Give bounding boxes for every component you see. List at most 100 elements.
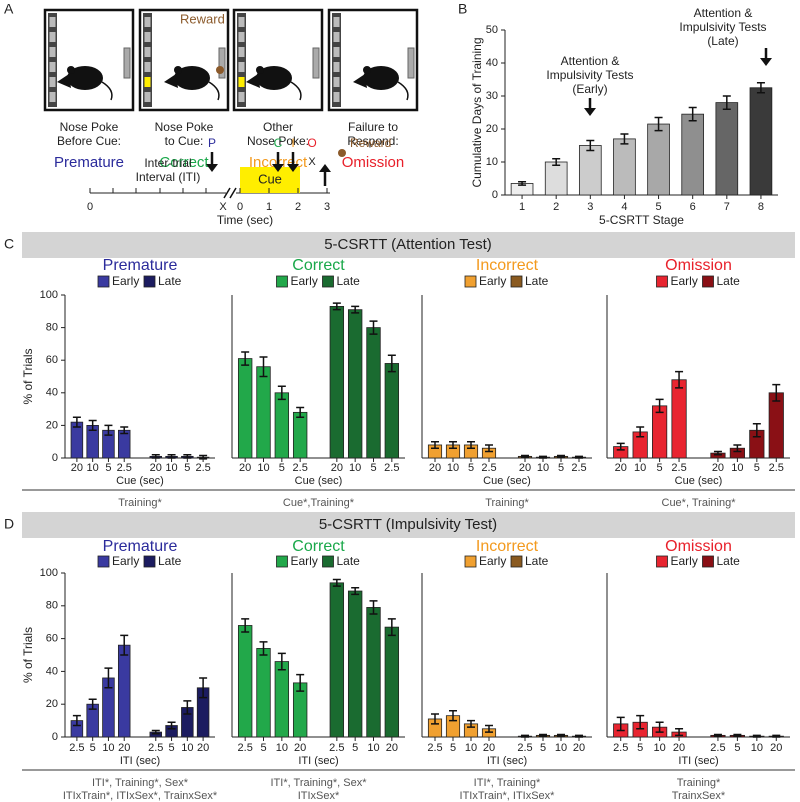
event-marker: P [208,136,216,150]
nose-poke-hole [49,77,56,87]
error-bar [199,677,208,699]
arrow-head [584,108,596,116]
chamber [327,8,419,112]
legend-swatch [322,555,334,568]
legend-label: Late [158,554,182,568]
hole-wall [332,13,341,107]
error-bar [713,733,722,737]
annotation: (Early) [572,82,607,96]
mouse-head [353,74,367,88]
mouse-body [67,66,103,90]
arrow-head [206,164,218,172]
error-bar [120,426,129,435]
section-banner [22,512,795,538]
nose-poke-hole [238,77,245,87]
error-bar [616,442,625,451]
y-tick-label: 60 [46,633,58,645]
box-caption: to Cue: [165,134,204,148]
annotation: (Late) [707,34,738,48]
legend-swatch [276,275,288,288]
bar [117,644,131,738]
x-tick-label: 2.5 [117,462,132,474]
error-bar [449,440,457,449]
hole-wall [143,13,152,107]
section-title: 5-CSRTT (Impulsivity Test) [319,516,497,533]
x-tick-label: 1 [519,201,525,213]
outcome-label: Omission [342,154,405,171]
legend-swatch [510,275,523,288]
nose-poke-hole [333,17,340,27]
x-tick-label: 2.5 [238,742,253,754]
cue-label: Cue [258,171,282,186]
chart-title: Incorrect [476,538,539,555]
box-caption: Respond: [347,134,398,148]
x-tick-label: 2.5 [517,742,532,754]
x-tick-label: 20 [331,462,343,474]
x-tick-label: 2.5 [293,462,308,474]
y-tick-label: 100 [40,567,58,579]
mouse-tail [290,81,302,101]
error-bar [722,95,731,110]
x-tick-label: 10 [634,462,646,474]
mouse-body [174,66,210,90]
legend-swatch [656,555,668,568]
y-tick-label: 80 [46,600,58,612]
event-marker: O [307,136,316,150]
chart-title: Incorrect [476,257,539,274]
x-axis-label: ITI (sec) [120,755,160,767]
bar [237,358,253,459]
mouse-head [164,74,178,88]
stats-label: ITIxTrain*, ITIxSex*, TrainxSex* [63,790,218,802]
x-tick-label: 5 [468,462,474,474]
y-tick-label: 100 [40,289,58,301]
cue-period [240,167,300,193]
chart-title: Correct [292,257,345,274]
chamber [43,8,135,112]
legend-swatch [143,275,156,288]
bar [681,113,705,196]
error-bar [104,424,113,436]
x-tick-label: 6 [690,201,696,213]
y-tick-label: 20 [46,698,58,710]
error-bar [616,716,625,732]
error-bar [654,116,663,132]
bar [578,145,602,196]
x-tick-label: 5 [558,462,564,474]
legend-label: Early [671,554,698,568]
x-tick-label: 10 [731,462,743,474]
x-tick-label: 5 [184,462,190,474]
stats-label: Cue*,Training* [283,497,355,509]
x-tick-label: 5 [754,462,760,474]
x-tick-label: 20 [673,742,685,754]
x-tick-label: 3 [587,201,593,213]
x-tick-label: 4 [621,201,627,213]
nose-poke-hole [144,32,151,42]
y-tick-label: 30 [486,90,498,102]
legend-label: Early [291,554,318,568]
nose-poke-hole [333,77,340,87]
x-tick-label: 10 [276,742,288,754]
bar [274,661,290,738]
error-bar [521,454,529,458]
nose-poke-hole [144,47,151,57]
nose-poke-hole [238,32,245,42]
nose-poke-hole [333,92,340,102]
bar [347,590,363,738]
x-tick-label: 10 [751,742,763,754]
error-bar [241,351,250,366]
error-bar [332,578,341,587]
legend-label: Late [717,274,741,288]
x-tick-label: 20 [118,742,130,754]
chamber [232,8,324,112]
event-marker: I [291,136,294,150]
error-bar [72,416,81,428]
panel-label: D [4,516,14,532]
x-axis-label: Cue (sec) [675,475,723,487]
error-bar [733,444,742,453]
outcome-label: Correct [159,154,209,171]
bar [329,582,345,738]
feeder [407,47,415,79]
arrow-head [272,164,284,172]
error-bar [387,354,396,373]
